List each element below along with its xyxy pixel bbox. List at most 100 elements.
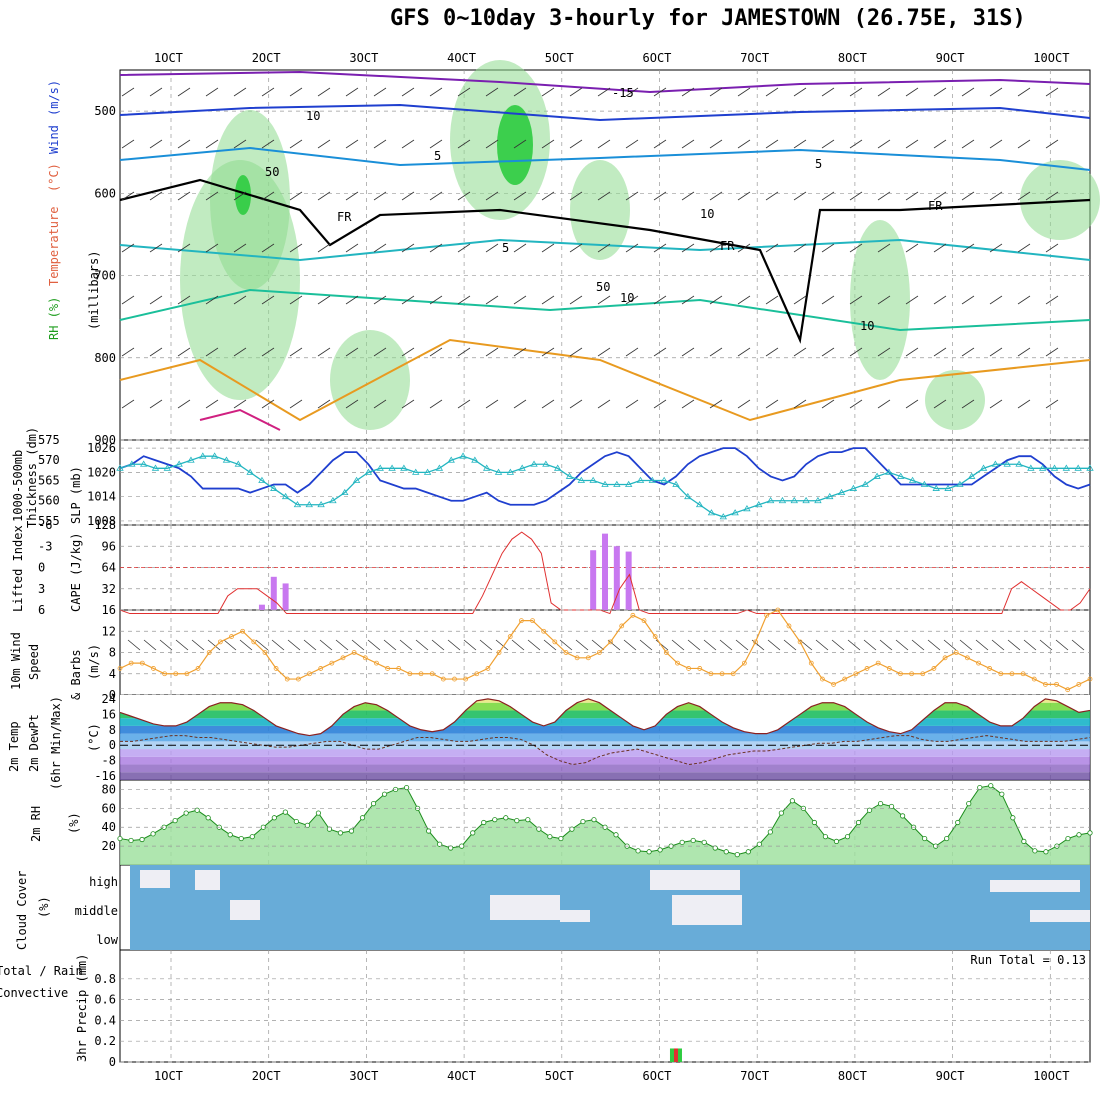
wind-barb [1045, 191, 1059, 201]
rh-marker [337, 830, 344, 836]
wind-barb [989, 295, 1003, 305]
thickness-marker [908, 476, 917, 483]
rh-marker [701, 839, 707, 845]
thickness-marker [364, 468, 373, 475]
wind-barb [793, 347, 807, 357]
wind-marker [909, 671, 915, 677]
rh-marker [459, 843, 465, 849]
rh-marker [778, 810, 784, 816]
wind-barb [709, 243, 723, 253]
cape-bar [625, 551, 632, 610]
wind-barb [401, 347, 415, 357]
wind-barb [457, 87, 471, 97]
thickness-marker [175, 460, 183, 467]
wind-barb [485, 399, 499, 409]
rh-marker [503, 815, 509, 821]
wind-marker [429, 671, 435, 677]
contour-label: 5 [815, 157, 822, 171]
wind-barb [933, 347, 947, 357]
x-label-bottom: 8OCT [838, 1069, 867, 1083]
wind-barb [735, 639, 749, 651]
y-tick-thickness: 560 [38, 494, 60, 508]
thickness-marker [317, 500, 325, 508]
wind-barb [513, 87, 527, 97]
wind-barb [765, 347, 779, 357]
wind-barb [989, 399, 1003, 409]
wind-barb [485, 295, 499, 305]
y-tick-cape: 96 [102, 539, 116, 553]
wind-barb [233, 295, 247, 305]
rh-blob [330, 330, 410, 430]
wind-marker [820, 676, 825, 682]
wind-barb [233, 347, 247, 357]
x-label-top: 8OCT [838, 51, 867, 65]
wind-barb [345, 295, 359, 305]
wind-barb [399, 639, 413, 651]
cloud-gap [490, 895, 560, 920]
thickness-marker [778, 496, 787, 504]
wind-barb [849, 87, 863, 97]
wind-marker [1054, 681, 1059, 687]
wind-marker [920, 671, 926, 677]
wind-barb [317, 295, 331, 305]
wind-barb [989, 87, 1003, 97]
wind-barb [401, 295, 415, 305]
y-tick-cloud: low [96, 933, 118, 947]
wind-barb [655, 639, 669, 651]
rh-marker [205, 815, 211, 821]
slp-ylabel: SLP (mb) [69, 466, 83, 524]
wind-barb [1071, 639, 1085, 651]
wind-marker [953, 650, 959, 655]
wind-barb [737, 399, 751, 409]
wind-barb [671, 639, 685, 651]
y-tick-temp: 8 [109, 723, 116, 737]
wind-marker [1043, 681, 1048, 687]
wind-barb [821, 399, 835, 409]
wind-barb [261, 295, 275, 305]
wind-barb [991, 639, 1005, 651]
rh-marker [988, 783, 994, 789]
thickness-marker [790, 496, 798, 504]
thickness-marker [1086, 464, 1094, 471]
rh-blob [850, 220, 910, 380]
wind-barb [345, 191, 359, 201]
wind-barb [625, 139, 639, 149]
thickness-marker [139, 460, 148, 467]
wind-barb [233, 399, 247, 409]
rh-marker [249, 834, 255, 840]
wind-barb [207, 639, 221, 651]
wind-barb [261, 139, 275, 149]
wind-barb [485, 347, 499, 357]
rh-marker [1043, 849, 1049, 855]
contour-label: 10 [700, 207, 714, 221]
wind-barb [345, 243, 359, 253]
wind-barb [625, 399, 639, 409]
li-line [119, 531, 1091, 615]
contour-label: 50 [265, 165, 279, 179]
wind-barb [569, 139, 583, 149]
wind-marker [1031, 676, 1037, 682]
rh-marker [128, 837, 134, 844]
wind-marker [641, 618, 647, 624]
wind-barb [149, 347, 163, 357]
thickness-marker [944, 484, 952, 491]
thickness-marker [766, 496, 775, 504]
wind-barb [289, 243, 303, 253]
y-tick-thickness: 555 [38, 514, 60, 528]
y-tick-slp: 1020 [87, 465, 116, 479]
wind-barb [847, 639, 861, 651]
thickness-marker [672, 480, 680, 487]
wind-barb [961, 347, 975, 357]
rh-blob [180, 160, 300, 400]
thickness-marker [234, 460, 242, 467]
wind-barb [401, 399, 415, 409]
wind-marker [552, 639, 558, 645]
x-label-top: 2OCT [252, 51, 281, 65]
wind-barb [849, 347, 863, 357]
x-label-top: 4OCT [447, 51, 476, 65]
rh-marker [613, 832, 619, 838]
y-tick-slp: 1008 [87, 514, 116, 528]
wind-barb [429, 139, 443, 149]
wind-barb [1045, 87, 1059, 97]
wind-barb [961, 87, 975, 97]
